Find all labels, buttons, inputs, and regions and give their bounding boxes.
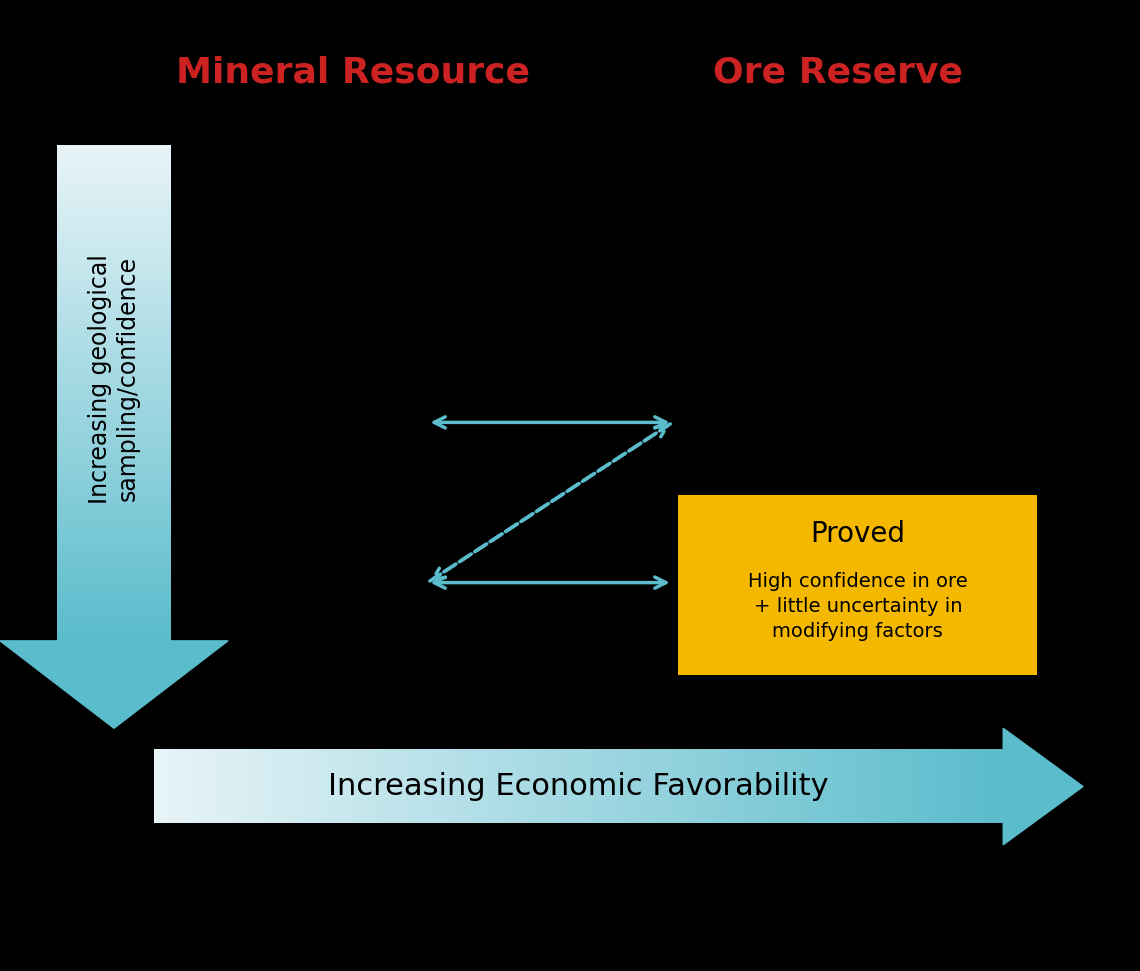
Polygon shape: [0, 641, 228, 728]
Text: Increasing Economic Favorability: Increasing Economic Favorability: [328, 772, 829, 801]
Text: Ore Reserve: Ore Reserve: [712, 55, 963, 90]
Text: Proved: Proved: [811, 520, 905, 548]
FancyBboxPatch shape: [678, 495, 1037, 675]
Text: Mineral Resource: Mineral Resource: [177, 55, 530, 90]
Text: Increasing geological
sampling/confidence: Increasing geological sampling/confidenc…: [88, 253, 140, 504]
Text: High confidence in ore
+ little uncertainty in
modifying factors: High confidence in ore + little uncertai…: [748, 572, 968, 641]
Polygon shape: [1003, 728, 1083, 845]
